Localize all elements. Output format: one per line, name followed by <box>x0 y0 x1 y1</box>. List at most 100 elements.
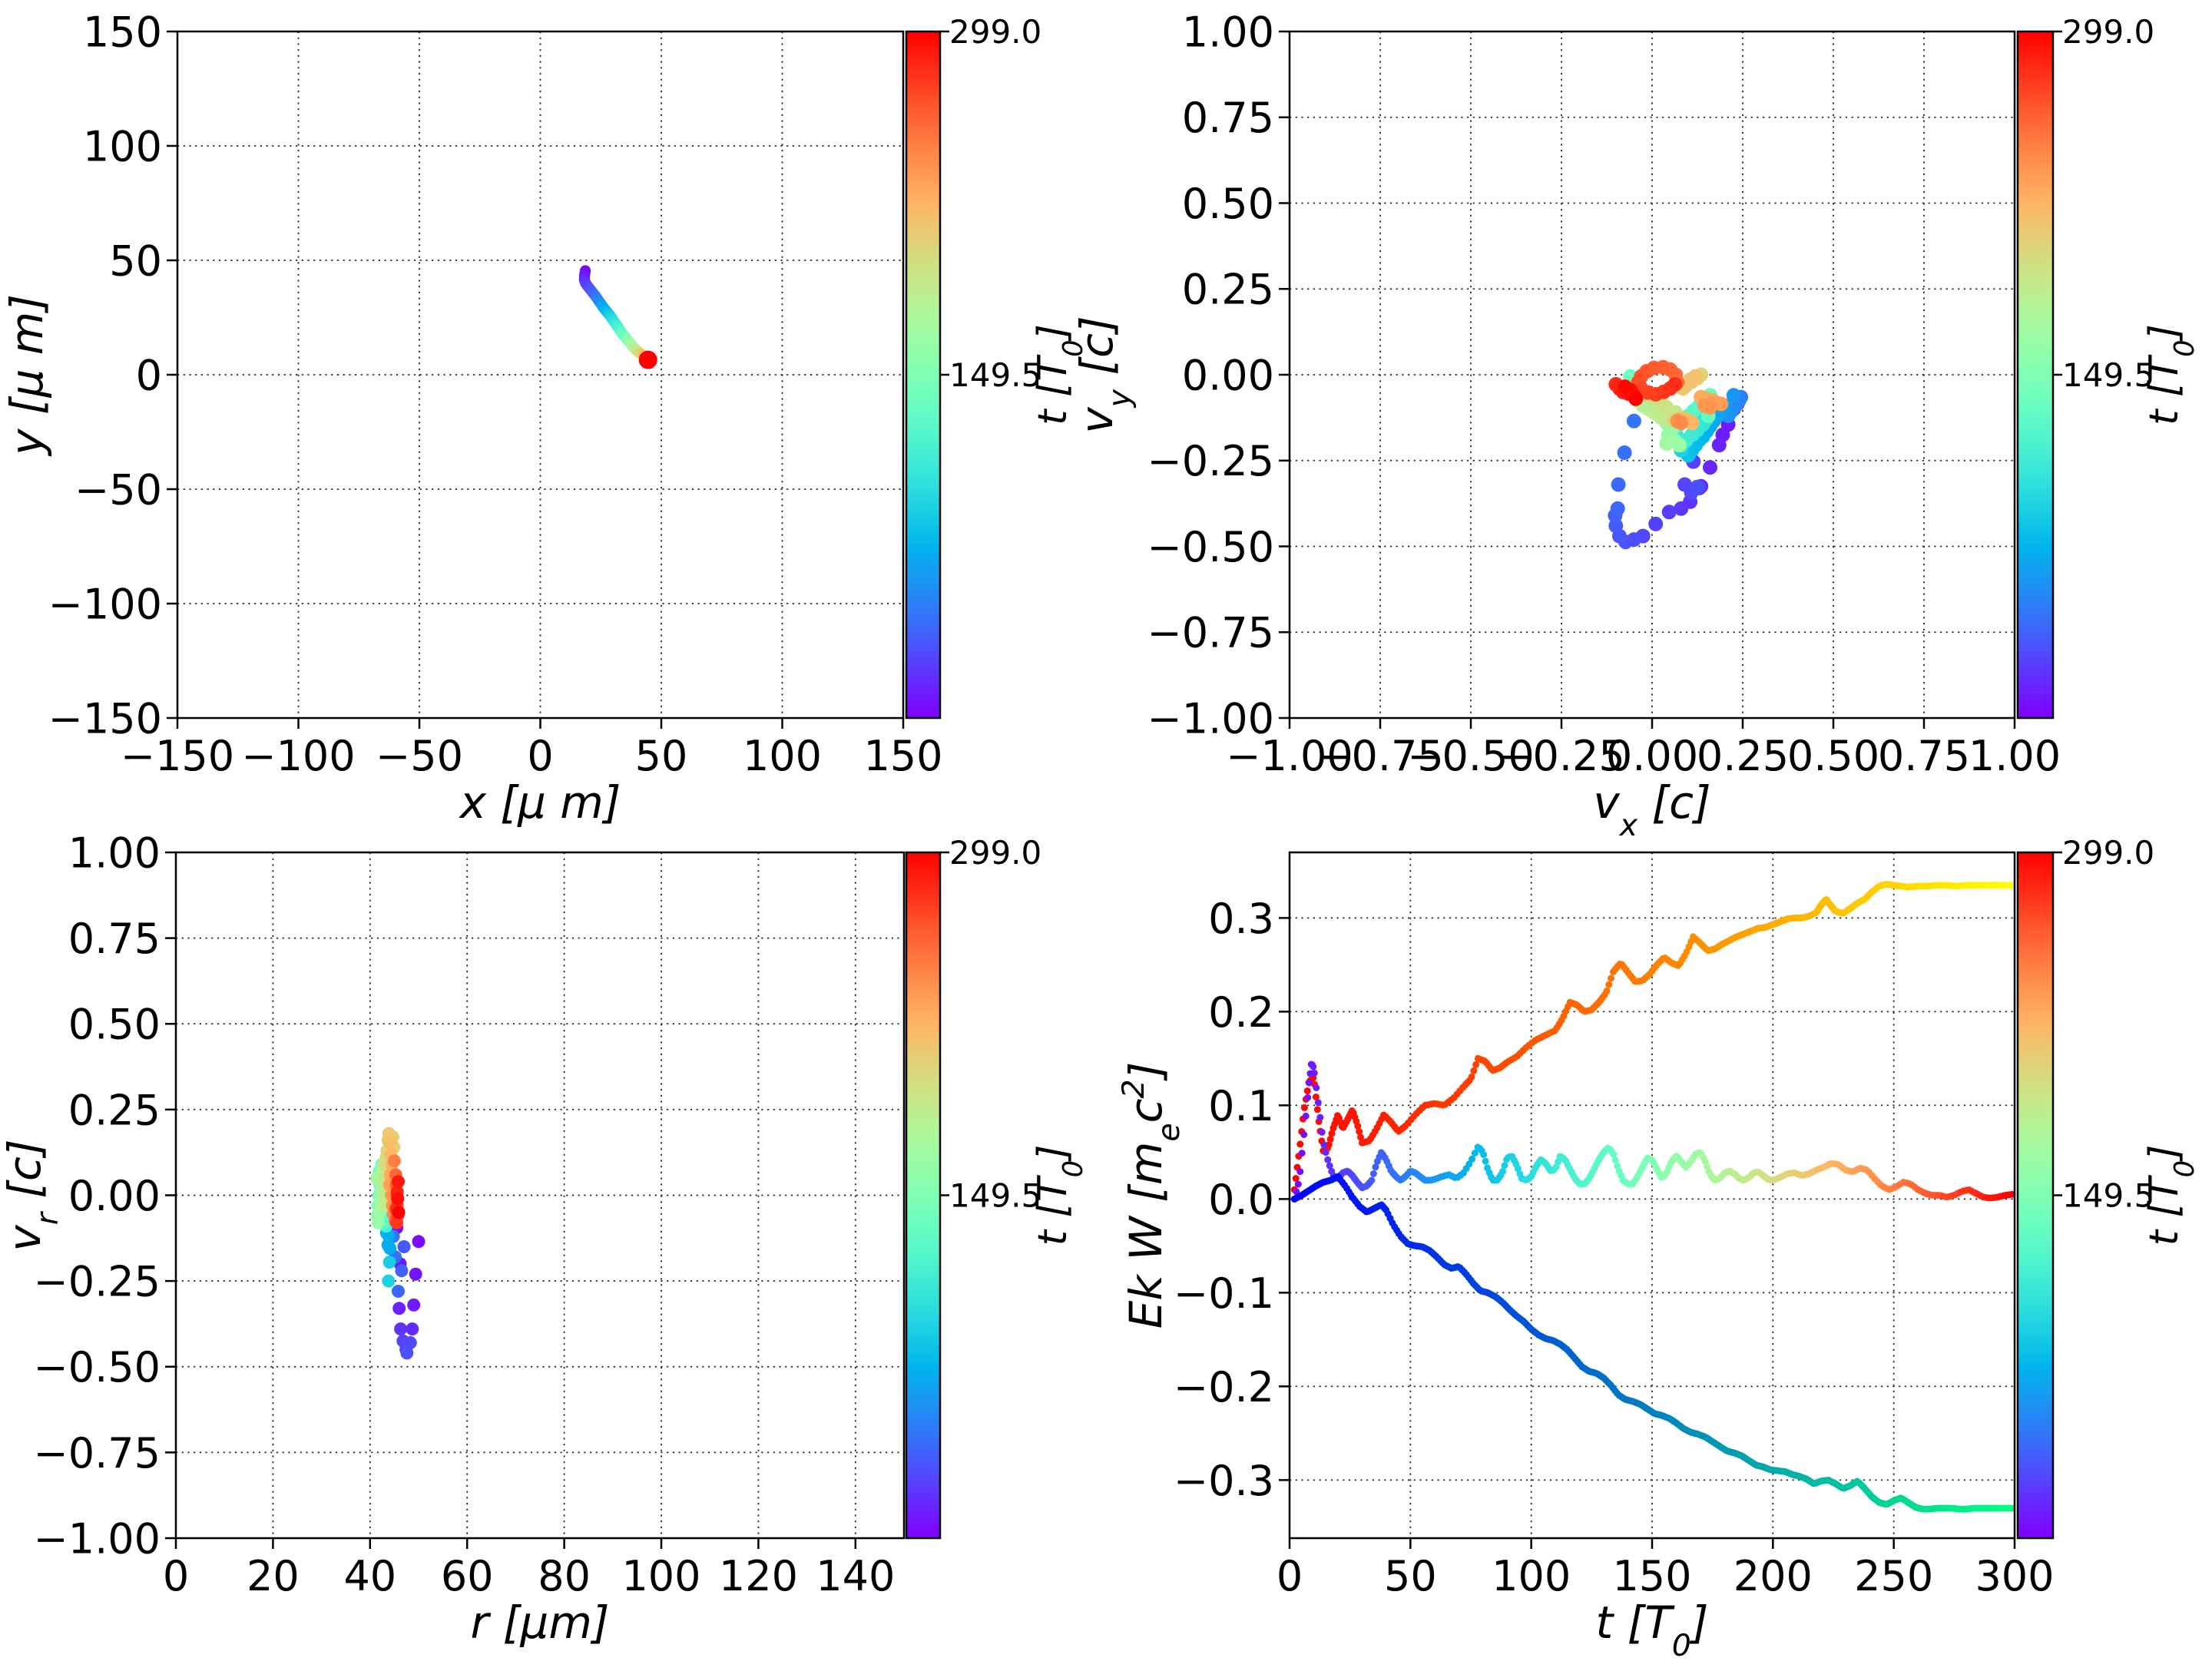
x-axis-label: t [T0] <box>1596 1597 1709 1663</box>
x-tick-label: 60 <box>441 1552 494 1600</box>
data-point <box>407 1298 421 1312</box>
subplot-x-y: −150 −100 −50 0 50 100 150−150−100−50050100150… <box>1 8 1089 829</box>
y-tick-label: −1.00 <box>34 1514 161 1563</box>
x-tick-label: 140 <box>816 1552 895 1600</box>
colorbar-axis-label: t [T0] <box>2141 1145 2200 1246</box>
colorbar-axis-label: t [T0] <box>1030 1145 1089 1246</box>
y-tick-label: 1.00 <box>1182 8 1274 56</box>
y-tick-label: 0.75 <box>68 915 161 963</box>
x-tick-label: −100 <box>241 732 355 780</box>
colorbar-tick-label: 299.0 <box>949 13 1041 51</box>
ticks: 0 50 100 150 200 250 300 −0.3 −0.2 −0.1 0.0 0.1 0.2 0… <box>1174 895 2055 1600</box>
subplot-r-vr: 0 20 40 60 80 100 120 140 −1.00 −0.75 −0.50 −0.25 0.… <box>0 829 1089 1649</box>
x-tick-label: 50 <box>635 732 688 780</box>
y-tick-label: 0.3 <box>1208 895 1274 943</box>
colorbar <box>2016 30 2055 720</box>
data-point <box>1480 1151 1488 1158</box>
data-point <box>1611 1156 1619 1164</box>
series-radial-phase <box>370 1127 426 1360</box>
axes-spines <box>1288 851 2016 1540</box>
data-point <box>1684 415 1700 431</box>
x-tick-label: 250 <box>1854 1552 1933 1600</box>
data-point <box>1499 1167 1506 1175</box>
data-point <box>392 1285 405 1298</box>
data-point <box>409 1267 422 1281</box>
data-point <box>390 1216 404 1229</box>
x-tick-label: 150 <box>1612 1552 1691 1600</box>
data-point <box>638 350 657 369</box>
data-point <box>1605 981 1613 988</box>
y-tick-label: −0.50 <box>1147 523 1274 571</box>
series-trajectory <box>578 265 657 369</box>
y-axis-label: Ek W [mec2] <box>1116 1062 1187 1329</box>
subplot-ekw-t: 0 50 100 150 200 250 300 −0.3 −0.2 −0.1 0.0 0.1 0.2 0… <box>1116 834 2200 1663</box>
data-point <box>1356 1128 1363 1136</box>
data-point <box>1610 1150 1618 1158</box>
data-point <box>372 1216 385 1229</box>
x-tick-label: 0 <box>163 1552 189 1600</box>
data-point <box>1648 516 1664 531</box>
data-point <box>1296 1140 1304 1148</box>
data-point <box>382 1256 396 1269</box>
data-point <box>1603 988 1611 995</box>
data-point <box>1306 1079 1313 1087</box>
data-point <box>1322 1149 1330 1156</box>
y-tick-label: 150 <box>83 8 162 56</box>
series-velocity-phase <box>1608 359 1749 550</box>
colorbar-tick-label: 149.5 <box>2062 356 2154 394</box>
data-point <box>1711 438 1727 453</box>
data-point <box>1555 1158 1562 1166</box>
series-kinetic-energy <box>1290 1061 2016 1203</box>
data-point <box>1354 1122 1362 1130</box>
data-point <box>1726 388 1741 403</box>
colorbar-tick-label: 299.0 <box>949 834 1041 872</box>
data-point <box>1618 379 1633 395</box>
data-point <box>1313 1084 1320 1091</box>
colorbar <box>905 30 942 720</box>
data-point <box>387 1154 401 1168</box>
data-point <box>381 1238 395 1252</box>
data-point <box>403 1336 417 1349</box>
y-tick-label: 0.1 <box>1208 1082 1274 1130</box>
data-point <box>1671 438 1687 453</box>
data-point <box>1667 377 1683 392</box>
colorbar-tick-label: 149.5 <box>949 1177 1041 1215</box>
data-point <box>1610 501 1625 516</box>
y-tick-label: 0.00 <box>1182 351 1274 399</box>
x-tick-label: 0 <box>1277 1552 1303 1600</box>
x-tick-label: −0.50 <box>1407 732 1534 780</box>
y-tick-label: −100 <box>48 580 162 628</box>
x-tick-label: 20 <box>247 1552 300 1600</box>
data-point <box>392 1175 405 1189</box>
colorbar-axis-label: t [T0] <box>2141 324 2200 425</box>
x-tick-label: 0.25 <box>1697 732 1789 780</box>
x-tick-label: 1.00 <box>1969 732 2061 780</box>
data-point <box>1369 1170 1377 1177</box>
data-point <box>1294 1180 1302 1188</box>
ticks: −1.00−0.75−0.50−0.250.000.250.500.751.00… <box>1147 8 2061 780</box>
y-tick-label: −50 <box>75 465 162 514</box>
data-point <box>392 1302 406 1315</box>
x-tick-label: −0.25 <box>1498 732 1624 780</box>
data-point <box>1312 1094 1320 1100</box>
y-tick-label: 0.75 <box>1182 94 1274 142</box>
data-point <box>1690 479 1705 495</box>
data-point <box>1617 445 1632 460</box>
data-point <box>1316 1113 1324 1121</box>
colorbar-tick-label: 299.0 <box>2062 13 2154 51</box>
subplot-vx-vy: −1.00−0.75−0.50−0.250.000.250.500.751.00… <box>1071 8 2200 843</box>
x-tick-label: −150 <box>121 732 234 780</box>
y-tick-label: 0.50 <box>68 1001 161 1049</box>
x-tick-label: 80 <box>538 1552 591 1600</box>
data-point <box>1320 1141 1328 1149</box>
data-point <box>1318 1128 1326 1136</box>
y-tick-label: −0.50 <box>34 1343 161 1391</box>
data-point <box>1661 505 1677 520</box>
x-tick-label: 100 <box>1492 1552 1571 1600</box>
data-point <box>1611 477 1626 492</box>
series-energy-gain <box>1290 881 2016 1193</box>
data-point <box>1293 1188 1300 1196</box>
x-tick-label: 150 <box>863 732 942 780</box>
data-point <box>1357 1133 1364 1141</box>
